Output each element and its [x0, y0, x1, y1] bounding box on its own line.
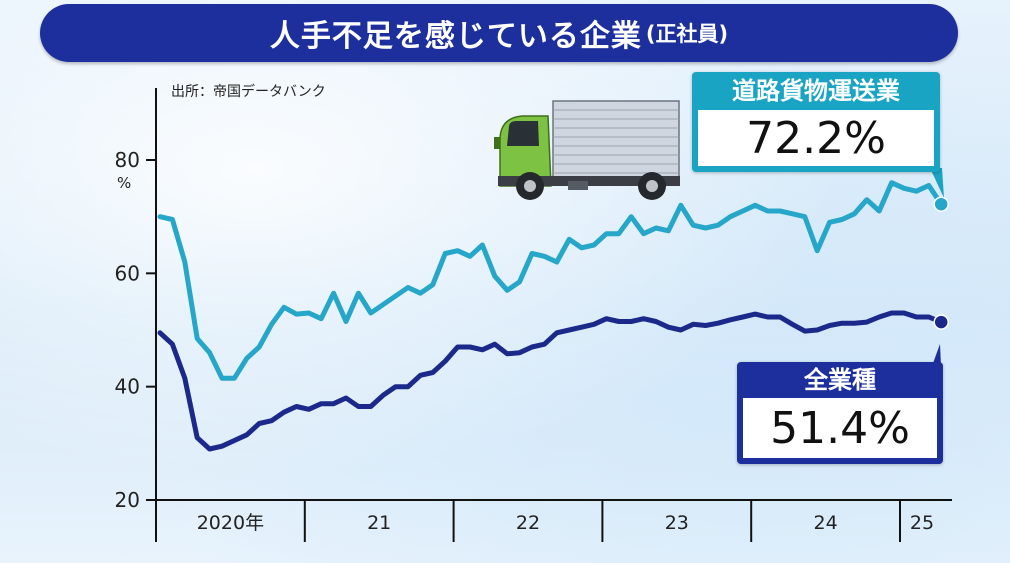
chart-subtitle: (正社員) — [645, 22, 729, 46]
title-banner: 人手不足を感じている企業 (正社員) — [40, 4, 958, 62]
y-tick-label: 20 — [115, 488, 140, 512]
x-tick-label: 21 — [367, 512, 391, 534]
all-callout-label: 全業種 — [804, 366, 876, 394]
y-axis-unit: % — [117, 174, 131, 192]
trucking-callout-label: 道路貨物運送業 — [732, 77, 900, 105]
y-tick-label: 40 — [115, 375, 140, 399]
y-tick-label: 80 — [115, 148, 140, 172]
trucking-last-point — [933, 196, 949, 212]
y-tick-label: 60 — [115, 261, 140, 285]
x-tick-label: 2020年 — [197, 512, 264, 534]
trucking-callout: 道路貨物運送業 72.2% — [692, 72, 940, 172]
series-layer — [157, 180, 949, 452]
x-ticks: 2020年 21 22 23 24 25 — [155, 500, 934, 542]
trucking-callout-pointer — [930, 168, 944, 198]
all-industries-series-line — [157, 310, 944, 452]
source-note: 出所：帝国データバンク — [171, 83, 326, 100]
truck-icon — [494, 100, 680, 200]
trucking-series-line — [157, 180, 944, 381]
chart-title: 人手不足を感じている企業 — [269, 19, 642, 54]
x-tick-label: 25 — [910, 512, 934, 534]
x-tick-label: 22 — [516, 512, 540, 534]
all-callout-pointer — [932, 344, 941, 366]
trucking-callout-value: 72.2% — [698, 110, 934, 166]
all-callout-value: 51.4% — [743, 398, 937, 458]
x-tick-label: 24 — [814, 512, 838, 534]
all-industries-last-point — [933, 314, 949, 330]
y-ticks: 20 40 60 80 — [115, 148, 156, 512]
x-tick-label: 23 — [665, 512, 689, 534]
all-industries-callout: 全業種 51.4% — [737, 362, 943, 464]
